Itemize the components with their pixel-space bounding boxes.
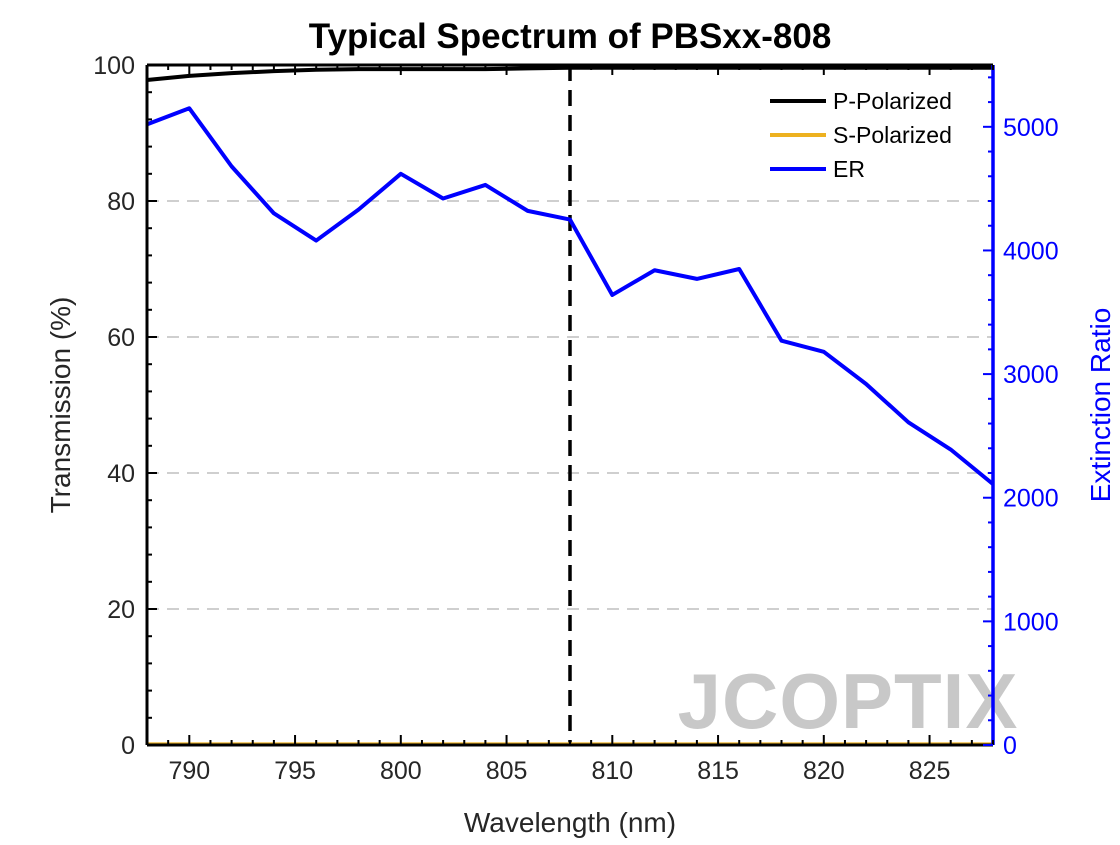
- x-tick-label: 820: [803, 757, 845, 785]
- y-right-tick-label: 0: [1003, 732, 1017, 760]
- y-left-tick-label: 100: [93, 52, 135, 80]
- legend-label: ER: [833, 156, 865, 182]
- y-right-tick-label: 2000: [1003, 485, 1059, 513]
- y-right-tick-label: 4000: [1003, 237, 1059, 265]
- watermark-logo: JCOPTIX: [678, 657, 1019, 745]
- chart-title: Typical Spectrum of PBSxx-808: [309, 17, 832, 56]
- y-left-tick-label: 20: [107, 596, 135, 624]
- x-axis-label: Wavelength (nm): [464, 807, 676, 838]
- y-left-tick-label: 40: [107, 460, 135, 488]
- x-tick-label: 795: [274, 757, 316, 785]
- y-axis-label-right: Extinction Ratio: [1085, 308, 1116, 503]
- legend: P-Polarized S-Polarized ER: [770, 88, 952, 182]
- y-right-tick-label: 1000: [1003, 608, 1059, 636]
- y-left-tick-label: 0: [121, 732, 135, 760]
- x-tick-label: 810: [591, 757, 633, 785]
- y-left-tick-label: 60: [107, 324, 135, 352]
- x-tick-label: 805: [486, 757, 528, 785]
- x-tick-label: 825: [909, 757, 951, 785]
- y-axis-label-left: Transmission (%): [45, 297, 76, 514]
- y-left-tick-label: 80: [107, 188, 135, 216]
- legend-label: S-Polarized: [833, 122, 952, 148]
- watermark-text: JCOPTIX: [678, 657, 1019, 745]
- x-tick-label: 790: [168, 757, 210, 785]
- legend-label: P-Polarized: [833, 88, 952, 114]
- y-right-tick-label: 3000: [1003, 361, 1059, 389]
- x-tick-label: 800: [380, 757, 422, 785]
- x-tick-label: 815: [697, 757, 739, 785]
- y-right-tick-label: 5000: [1003, 114, 1059, 142]
